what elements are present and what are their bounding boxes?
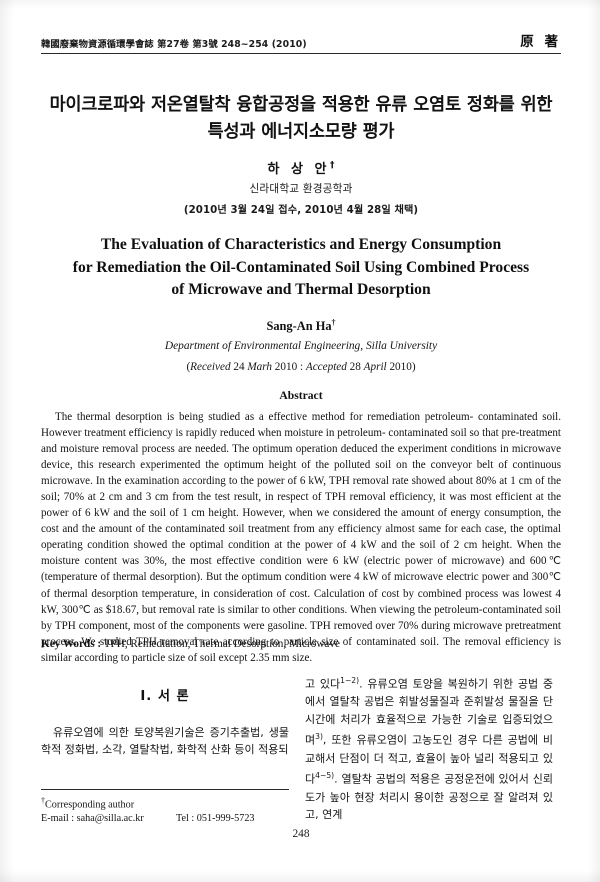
english-author-name: Sang-An Ha <box>266 319 332 334</box>
korean-title-line-1: 마이크로파와 저온열탈착 융합공정을 적용한 유류 오염토 정화를 위한 <box>49 95 553 115</box>
intro-right-seg-1: 고 있다 <box>305 677 341 691</box>
accepted-day: 28 <box>346 361 364 373</box>
body-column-left: I. 서 론 유류오염에 의한 토양복원기술은 증기추출법, 생물학적 정화법,… <box>41 672 289 759</box>
keywords: Key Words : TPH, Remediation, Thermal De… <box>41 638 561 650</box>
dates-open-paren: ( <box>186 361 191 373</box>
intro-paragraph-right: 고 있다1~2). 유류오염 토양을 복원하기 위한 공법 중에서 열탈착 공법… <box>305 672 553 824</box>
english-affiliation: Department of Environmental Engineering,… <box>164 340 438 352</box>
footnote-dagger: † <box>41 796 45 805</box>
abstract-heading: Abstract <box>279 389 323 402</box>
korean-title-line-2: 특성과 에너지소모량 평가 <box>207 122 395 142</box>
footnote-tel: Tel : 051-999-5723 <box>176 813 255 825</box>
section-heading-introduction: I. 서 론 <box>140 689 190 704</box>
page-number: 248 <box>292 828 310 840</box>
english-title: The Evaluation of Characteristics and En… <box>41 234 561 302</box>
footnote-contact-row: E-mail : saha@silla.ac.kr Tel : 051-999-… <box>41 812 289 826</box>
english-author: Sang-An Ha† <box>41 318 561 334</box>
running-head: 韓國廢棄物資源循環學會誌 第27卷 第3號 248~254 (2010) 原 著 <box>41 30 561 54</box>
footnote-line-corresponding: †Corresponding author <box>41 794 289 812</box>
reference-superscript-3: 4~5) <box>315 771 335 781</box>
received-year: 2010 : <box>272 361 306 373</box>
footnote-email: E-mail : saha@silla.ac.kr <box>41 813 144 825</box>
english-dates: (Received 24 Marh 2010 : Accepted 28 Apr… <box>41 361 561 373</box>
english-title-line-2: for Remediation the Oil-Contaminated Soi… <box>72 258 530 276</box>
body-column-right: 고 있다1~2). 유류오염 토양을 복원하기 위한 공법 중에서 열탈착 공법… <box>305 672 553 824</box>
article-type-label: 原 著 <box>520 34 561 50</box>
corresponding-author-footnote: †Corresponding author E-mail : saha@sill… <box>41 789 289 826</box>
korean-dates: (2010년 3월 24일 접수, 2010년 4월 28일 채택) <box>183 205 419 216</box>
accepted-label: Accepted <box>305 361 347 373</box>
received-label: Received <box>190 361 231 373</box>
reference-superscript-2: 3) <box>315 732 323 742</box>
keywords-values: TPH, Remediation, Thermal Desorption, Mi… <box>101 638 340 650</box>
korean-title: 마이크로파와 저온열탈착 융합공정을 적용한 유류 오염토 정화를 위한 특성과… <box>41 92 561 146</box>
abstract-body: The thermal desorption is being studied … <box>41 411 561 664</box>
intro-right-seg-4: . 열탈착 공법의 적용은 공정운전에 있어서 신뢰도가 높아 현장 처리시 용… <box>305 772 553 822</box>
received-day: 24 <box>230 361 248 373</box>
intro-right-seg-3: , 또한 유류오염이 고농도인 경우 다른 공법에 비교해서 단점이 더 적고,… <box>305 734 553 786</box>
keywords-label: Key Words : <box>41 638 102 650</box>
korean-affiliation: 신라대학교 환경공학과 <box>249 183 353 195</box>
korean-author-name: 하 상 안 <box>267 162 330 177</box>
accepted-month: April <box>363 361 387 373</box>
accepted-year: 2010) <box>386 361 416 373</box>
journal-citation-line: 韓國廢棄物資源循環學會誌 第27卷 第3號 248~254 (2010) <box>41 39 307 50</box>
received-month: Marh <box>247 361 272 373</box>
korean-author: 하 상 안† <box>41 158 561 177</box>
intro-paragraph-left: 유류오염에 의한 토양복원기술은 증기추출법, 생물학적 정화법, 소각, 열탈… <box>41 725 289 757</box>
reference-superscript-1: 1~2) <box>340 676 360 685</box>
page-content: 韓國廢棄物資源循環學會誌 第27卷 第3號 248~254 (2010) 原 著… <box>41 0 561 882</box>
english-title-line-3: of Microwave and Thermal Desorption <box>171 281 431 298</box>
korean-author-dagger: † <box>329 160 335 171</box>
footnote-corresponding-text: Corresponding author <box>45 799 135 811</box>
english-title-line-1: The Evaluation of Characteristics and En… <box>100 236 502 253</box>
intro-right-seg-2: . 유류오염 토양을 복원하기 위한 공법 중에서 열탈착 공법은 휘발성물질과… <box>305 677 553 748</box>
english-author-dagger: † <box>331 318 336 327</box>
